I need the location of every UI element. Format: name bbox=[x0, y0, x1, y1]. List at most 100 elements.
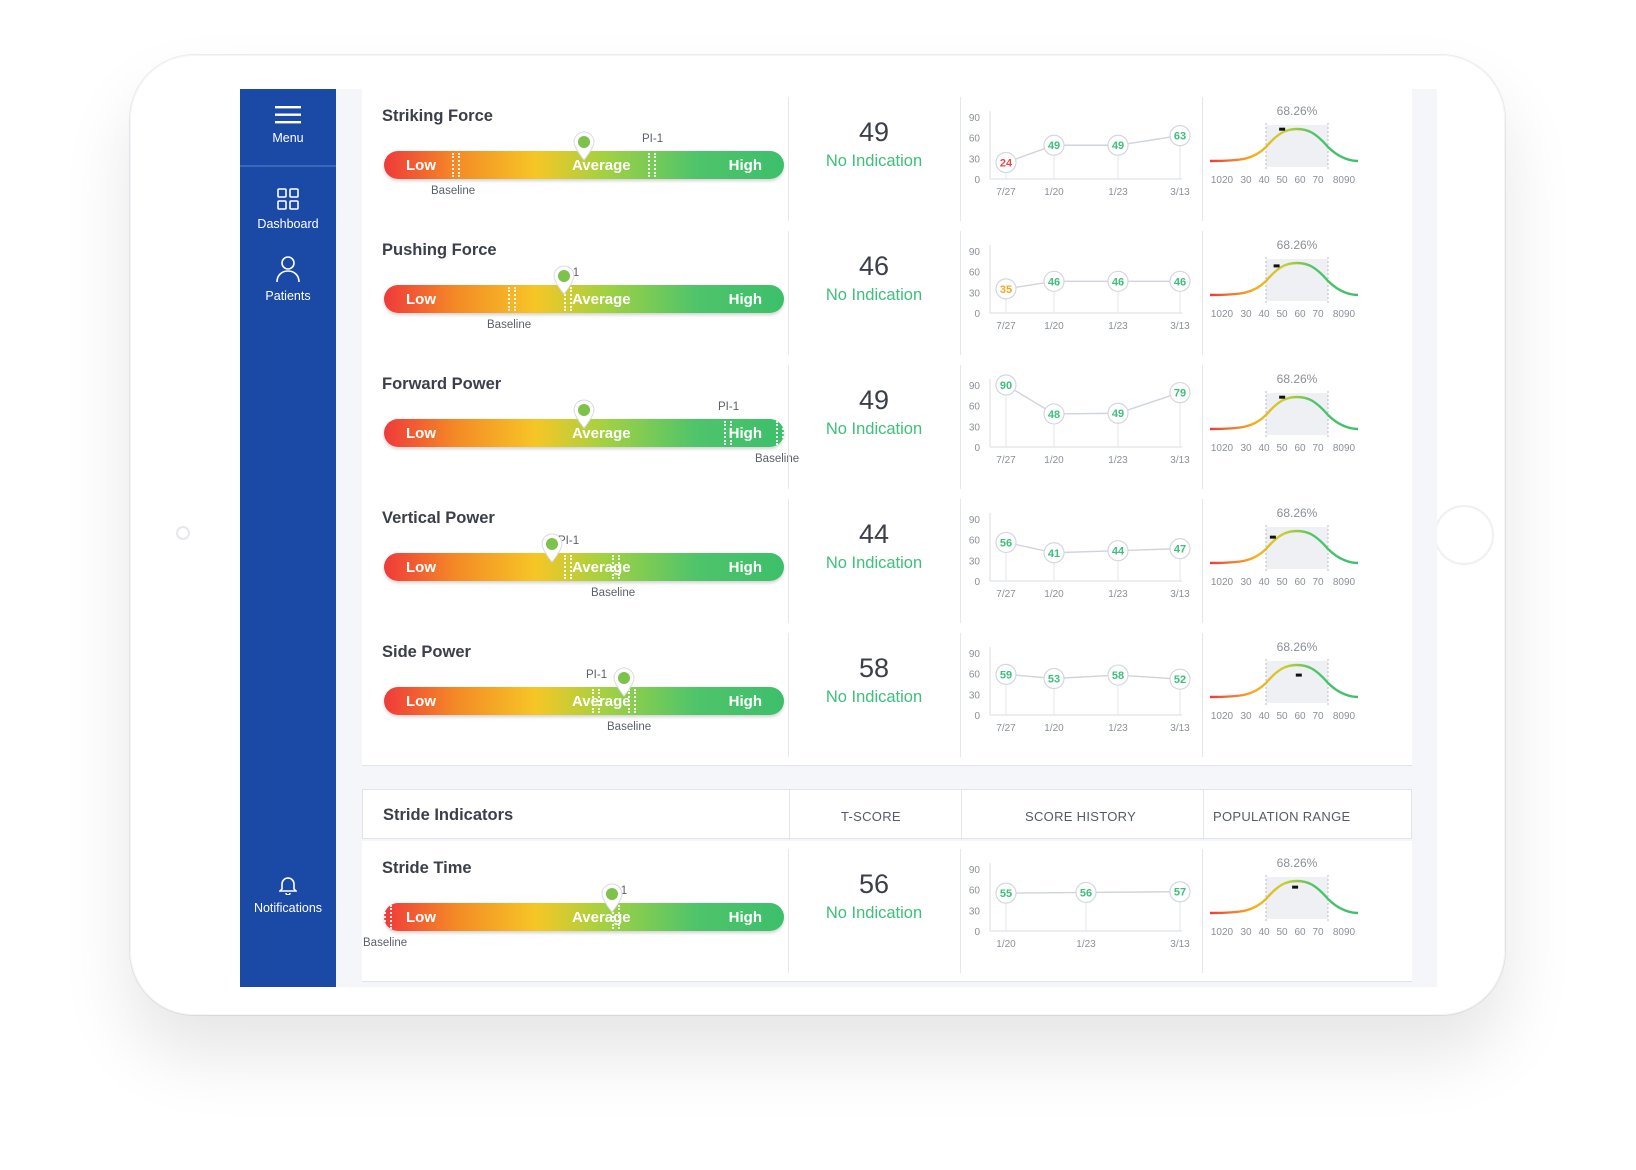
metric-row[interactable]: Side Power Low Average High PI-1 Baseline 58 No… bbox=[362, 625, 1412, 766]
y-tick-label: 90 bbox=[969, 381, 981, 392]
history-line bbox=[1005, 384, 1181, 415]
bar-label-average: Average bbox=[572, 559, 631, 576]
history-point-label: 57 bbox=[1174, 887, 1186, 899]
bar-label-average: Average bbox=[572, 291, 631, 308]
history-point[interactable] bbox=[1043, 403, 1065, 425]
column-divider bbox=[1202, 849, 1203, 973]
history-date-label: 1/23 bbox=[1108, 455, 1128, 466]
history-point[interactable] bbox=[995, 151, 1017, 174]
history-point[interactable] bbox=[995, 278, 1017, 300]
history-point[interactable] bbox=[1169, 381, 1191, 404]
history-point[interactable] bbox=[1043, 270, 1065, 292]
history-line bbox=[1005, 280, 1180, 290]
population-tick: 50 bbox=[1276, 577, 1288, 588]
metric-row[interactable]: Vertical Power Low Average High PI-1 Baseline… bbox=[362, 491, 1412, 632]
history-point[interactable] bbox=[1107, 270, 1129, 292]
y-tick-label: 90 bbox=[969, 515, 981, 526]
tscore-value: 49 bbox=[858, 385, 890, 415]
col-population: POPULATION RANGE bbox=[1213, 809, 1351, 824]
bar-label-low: Low bbox=[406, 909, 436, 926]
range-bar: Low Average High bbox=[384, 553, 784, 581]
history-point[interactable] bbox=[1107, 402, 1129, 424]
population-tick: 60 bbox=[1294, 711, 1306, 722]
column-divider bbox=[1202, 365, 1203, 489]
pi-tick bbox=[612, 905, 620, 929]
column-divider bbox=[1202, 97, 1203, 221]
history-point[interactable] bbox=[1169, 881, 1191, 903]
history-point[interactable] bbox=[1043, 667, 1065, 690]
history-point[interactable] bbox=[995, 882, 1017, 904]
dashboard-label: Dashboard bbox=[257, 217, 319, 231]
population-tick: 40 bbox=[1258, 175, 1270, 186]
y-tick-label: 60 bbox=[969, 536, 981, 547]
tscore-cell: 49 No Indication bbox=[788, 385, 960, 439]
metric-row[interactable]: Striking Force Low Average High PI-1 Baseline… bbox=[362, 89, 1412, 230]
sidebar-item-dashboard[interactable]: Dashboard bbox=[240, 187, 336, 231]
score-history-chart: 90 60 30 0 55 1/20 56 1/23 57 3/13 bbox=[969, 863, 1191, 950]
column-divider bbox=[960, 849, 961, 973]
history-point[interactable] bbox=[1043, 134, 1065, 156]
menu-button[interactable]: Menu bbox=[240, 105, 336, 145]
history-point-label: 55 bbox=[1000, 888, 1012, 900]
population-tick: 40 bbox=[1258, 443, 1270, 454]
pi-tick bbox=[724, 421, 732, 445]
sidebar-item-notifications[interactable]: Notifications bbox=[240, 875, 336, 915]
home-button[interactable] bbox=[1434, 505, 1494, 565]
history-line bbox=[1005, 541, 1181, 554]
history-date-label: 1/20 bbox=[1044, 455, 1064, 466]
history-point[interactable] bbox=[1169, 124, 1191, 147]
history-point[interactable] bbox=[1169, 538, 1191, 560]
history-date-label: 3/13 bbox=[1170, 723, 1190, 734]
history-point[interactable] bbox=[1107, 134, 1129, 156]
history-point[interactable] bbox=[995, 663, 1017, 685]
population-tick: 50 bbox=[1276, 711, 1288, 722]
history-date-label: 1/20 bbox=[1044, 321, 1064, 332]
history-point[interactable] bbox=[1169, 668, 1191, 690]
y-tick-label: 0 bbox=[974, 309, 980, 320]
bar-label-high: High bbox=[728, 291, 762, 308]
population-tick: 60 bbox=[1294, 175, 1306, 186]
indication-label: No Indication bbox=[825, 904, 923, 922]
history-point[interactable] bbox=[1107, 664, 1129, 686]
y-tick-label: 60 bbox=[969, 134, 981, 145]
population-range-chart: 68.26% 1020 30 40 50 60 70 8090 bbox=[1209, 640, 1359, 722]
y-tick-label: 0 bbox=[974, 577, 980, 588]
history-point-label: 46 bbox=[1112, 276, 1124, 288]
column-divider bbox=[788, 849, 789, 973]
history-point[interactable] bbox=[995, 374, 1017, 396]
metric-row[interactable]: Pushing ForceLowAverageHighPI-1Baseline4… bbox=[362, 223, 1412, 364]
population-range-chart: 68.26% 1020 30 40 50 60 70 8090 bbox=[1209, 506, 1359, 588]
population-curve bbox=[1209, 879, 1359, 915]
history-date-label: 7/27 bbox=[996, 321, 1016, 332]
population-range-chart: 68.26% 1020 30 40 50 60 70 8090 bbox=[1209, 104, 1359, 186]
y-tick-label: 30 bbox=[969, 556, 981, 567]
history-point[interactable] bbox=[1043, 542, 1065, 564]
score-history-chart: 90 60 30 0 24 7/27 49 1/20 49 1/23 63 3/13 bbox=[969, 111, 1191, 198]
bar-label-average: Average bbox=[572, 157, 631, 174]
metric-row[interactable]: Forward Power Low Average High PI-1 Baseline 4… bbox=[362, 357, 1412, 498]
population-tick: 1020 bbox=[1211, 927, 1234, 938]
tscore-cell: 58 No Indication bbox=[788, 653, 960, 707]
history-date-label: 3/13 bbox=[1170, 939, 1190, 950]
history-point[interactable] bbox=[1107, 540, 1129, 562]
y-tick-label: 60 bbox=[969, 402, 981, 413]
tscore-value: 56 bbox=[858, 869, 890, 899]
history-point[interactable] bbox=[1169, 270, 1191, 292]
metric-row[interactable]: Stride TimeLowAverageHighPI-1Baseline56N… bbox=[362, 841, 1412, 982]
column-divider bbox=[960, 97, 961, 221]
history-point[interactable] bbox=[995, 531, 1017, 554]
bar-label-low: Low bbox=[406, 559, 436, 576]
population-tick: 70 bbox=[1312, 443, 1324, 454]
bar-label-high: High bbox=[728, 909, 762, 926]
history-point[interactable] bbox=[1075, 881, 1097, 904]
bar-label-high: High bbox=[728, 559, 762, 576]
sidebar-item-patients[interactable]: Patients bbox=[240, 255, 336, 303]
bar-label-low: Low bbox=[406, 157, 436, 174]
history-point-label: 90 bbox=[1000, 380, 1012, 392]
range-bar: Low Average High bbox=[384, 903, 784, 931]
population-tick: 50 bbox=[1276, 443, 1288, 454]
app-screen: Menu Dashboard Patients Notifications St… bbox=[240, 89, 1437, 987]
population-band bbox=[1266, 393, 1328, 435]
history-point-label: 48 bbox=[1048, 409, 1060, 421]
pi-tick bbox=[648, 153, 656, 177]
